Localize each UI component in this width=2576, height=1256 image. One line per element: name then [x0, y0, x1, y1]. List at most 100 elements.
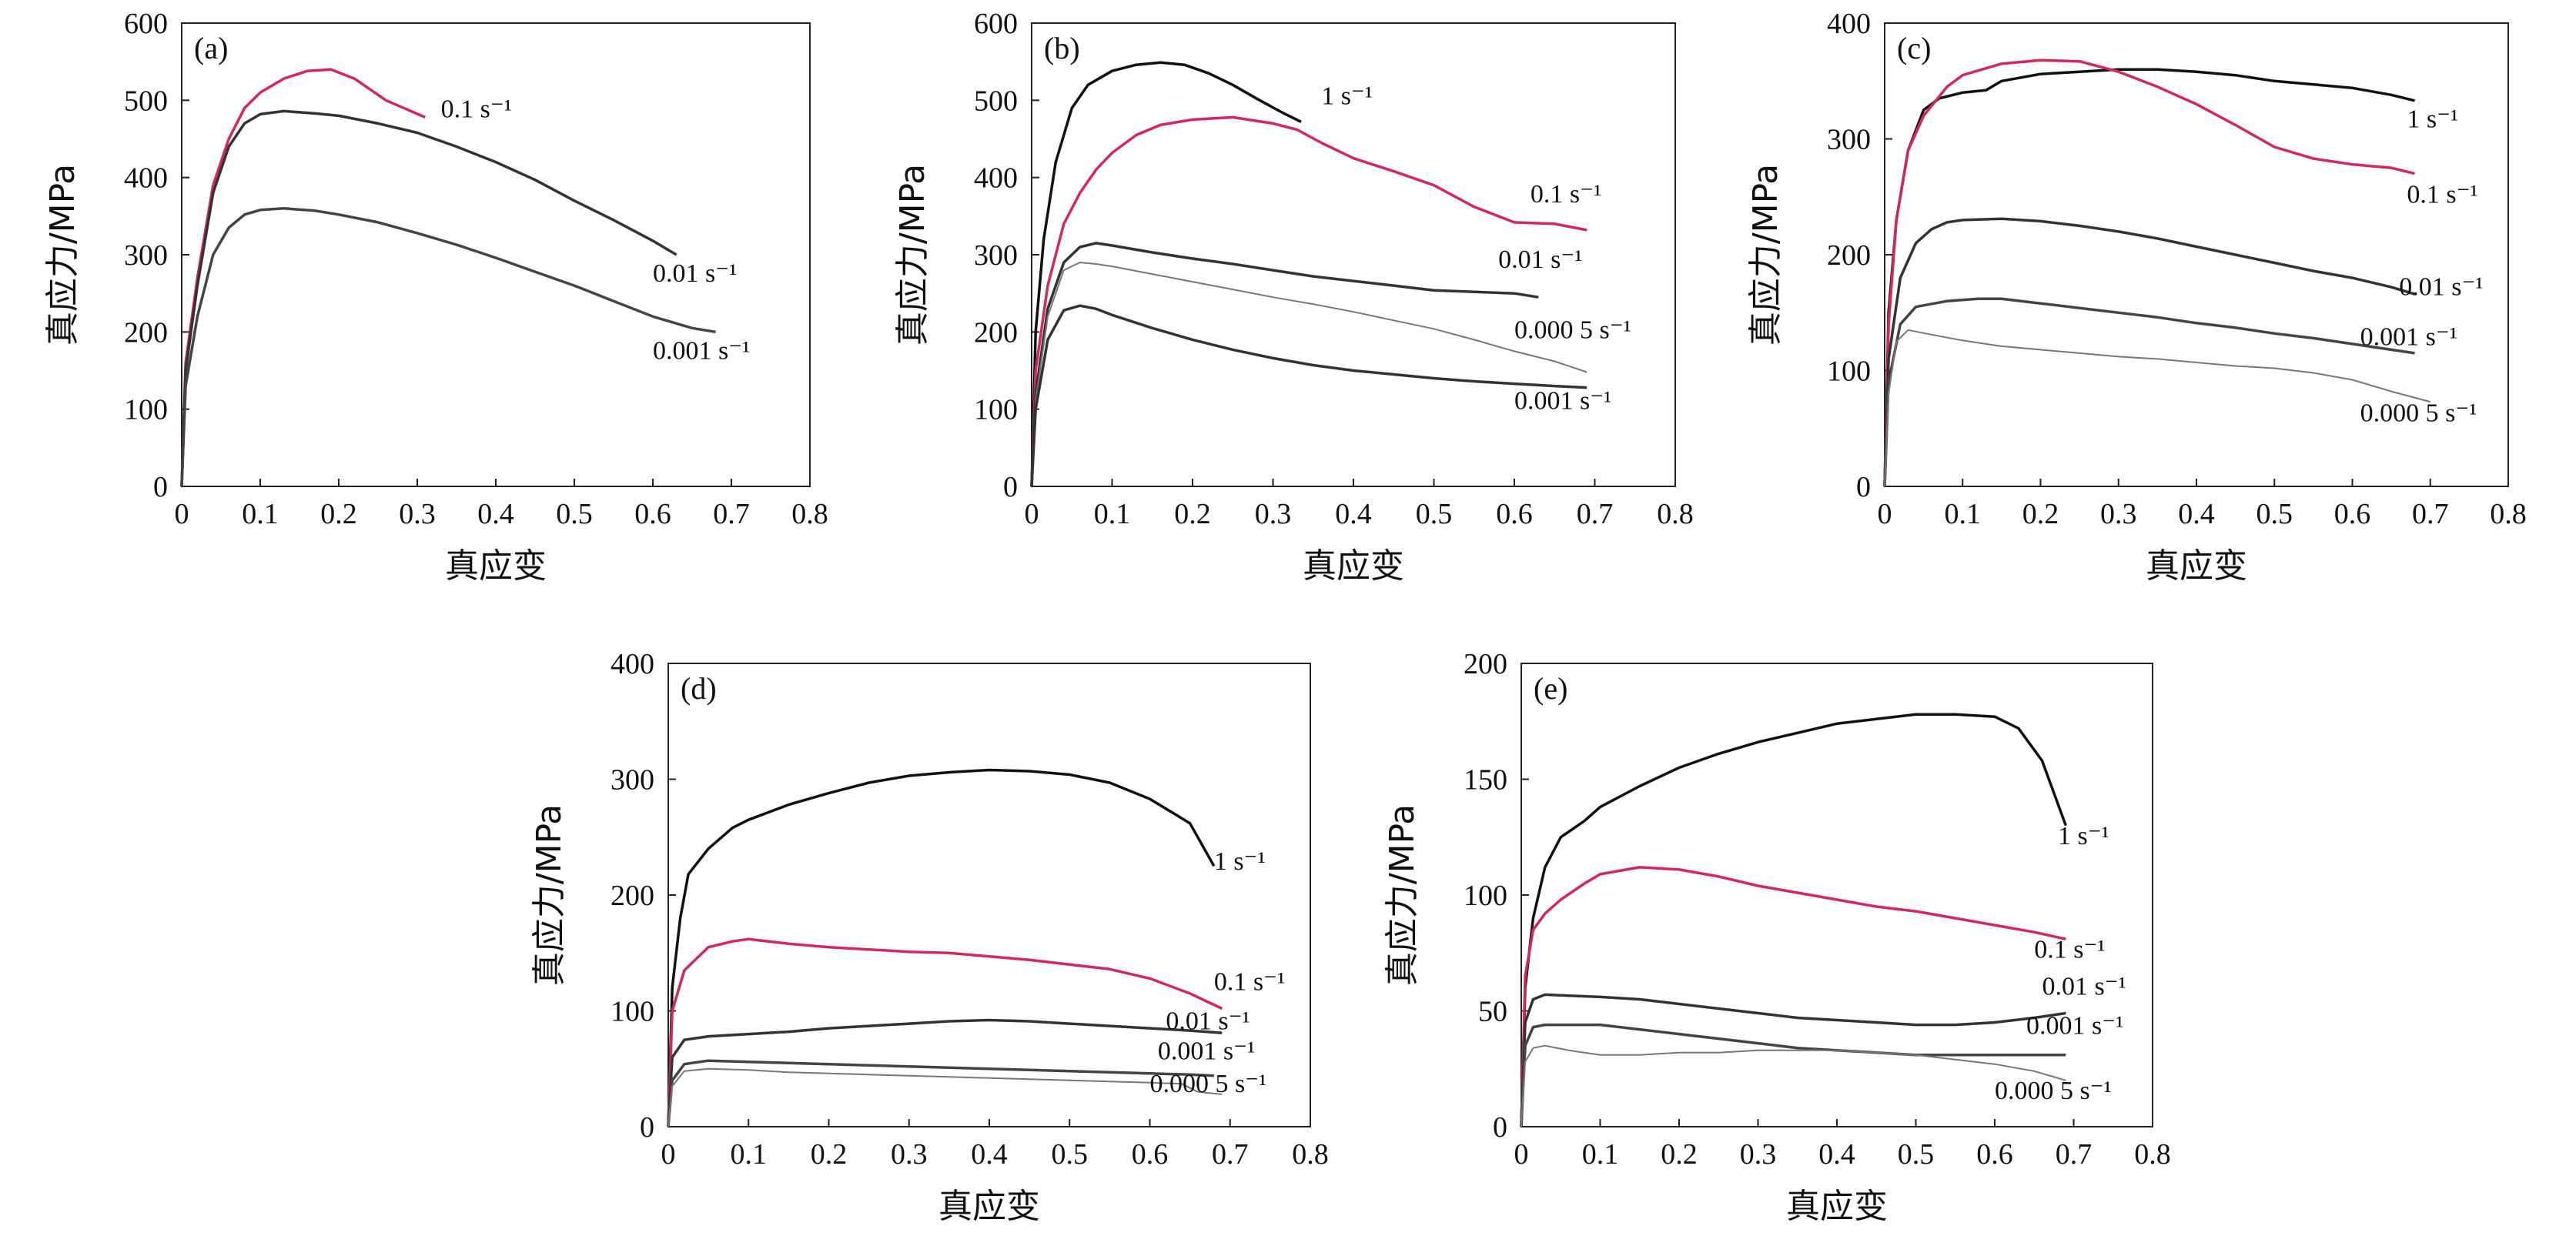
series-label: 0.1 s⁻¹: [1531, 180, 1601, 209]
panel-label: (a): [194, 31, 228, 65]
y-tick-label: 0: [1493, 1111, 1507, 1144]
y-tick-label: 400: [124, 162, 168, 195]
plot-frame: [1521, 663, 2153, 1127]
x-tick-label: 0: [175, 498, 189, 530]
y-tick-label: 200: [1827, 239, 1871, 272]
x-tick-label: 0.3: [891, 1138, 928, 1171]
series-line: [667, 1018, 1223, 1127]
panel-label: (d): [681, 671, 717, 706]
x-tick-label: 0.4: [1335, 498, 1372, 530]
x-tick-label: 0.6: [1976, 1138, 2013, 1171]
series-line: [180, 207, 716, 487]
series-label: 1 s⁻¹: [2058, 822, 2109, 850]
series-line: [667, 937, 1223, 1127]
series-line: [180, 109, 677, 487]
y-tick-label: 600: [124, 8, 168, 40]
x-axis-title: 真应变: [445, 546, 547, 586]
y-tick-label: 100: [974, 394, 1018, 426]
panel-label: (c): [1897, 31, 1931, 65]
series-label: 0.000 5 s⁻¹: [2360, 399, 2477, 428]
y-tick-label: 300: [974, 239, 1018, 272]
y-tick-label: 200: [1464, 648, 1507, 680]
x-tick-label: 0.6: [1132, 1138, 1169, 1171]
series-line: [1031, 262, 1587, 487]
x-tick-label: 0.2: [1174, 498, 1211, 530]
x-tick-label: 0.1: [1582, 1138, 1619, 1171]
x-tick-label: 0.3: [399, 498, 436, 530]
y-tick-label: 200: [974, 316, 1018, 349]
x-tick-label: 0.2: [320, 498, 357, 530]
x-tick-label: 0.7: [1212, 1138, 1249, 1171]
chart-panel: 0 0.1 0.2 0.3 0.4 0.5 0.6 0.7 0.8 0 100 200 300 400 (d…: [530, 648, 1329, 1226]
y-axis-title: 真应力/MPa: [1383, 804, 1422, 986]
y-axis-title: 真应力/MPa: [893, 164, 932, 346]
x-tick-label: 0.1: [1094, 498, 1131, 530]
x-tick-label: 0.7: [1577, 498, 1614, 530]
x-tick-label: 0.5: [556, 498, 593, 530]
y-tick-label: 600: [974, 8, 1018, 40]
x-tick-label: 0.1: [242, 498, 279, 530]
panel-label: (e): [1534, 671, 1567, 706]
x-tick-label: 0: [1878, 498, 1892, 530]
y-tick-label: 400: [611, 648, 654, 680]
x-tick-label: 0: [1025, 498, 1039, 530]
chart-panel: 0 0.1 0.2 0.3 0.4 0.5 0.6 0.7 0.8 0 100 200 300 400 (c…: [1746, 8, 2527, 586]
series-line: [1030, 115, 1587, 487]
x-tick-label: 0.6: [634, 498, 671, 530]
x-tick-label: 0.4: [2178, 498, 2215, 530]
x-tick-label: 0.2: [1661, 1138, 1698, 1171]
y-tick-label: 0: [1003, 471, 1018, 503]
x-tick-label: 0.6: [2334, 498, 2371, 530]
series-label: 0.01 s⁻¹: [653, 259, 737, 288]
x-tick-label: 0.7: [2056, 1138, 2093, 1171]
series-line: [1884, 329, 2431, 487]
chart-panel: 0 0.1 0.2 0.3 0.4 0.5 0.6 0.7 0.8 0 50 100 150 200 (e)…: [1383, 648, 2171, 1226]
series-label: 1 s⁻¹: [1214, 847, 1266, 876]
y-tick-label: 50: [1478, 996, 1507, 1028]
y-tick-label: 0: [153, 471, 168, 503]
series-line: [1883, 297, 2415, 487]
x-tick-label: 0.4: [477, 498, 514, 530]
plot-frame: [181, 22, 811, 487]
series-label: 0.1 s⁻¹: [1214, 967, 1285, 996]
chart-panel: 0 0.1 0.2 0.3 0.4 0.5 0.6 0.7 0.8 0 100 200 300 400 50…: [893, 8, 1694, 586]
x-axis-title: 真应变: [1303, 546, 1404, 586]
y-tick-label: 500: [974, 85, 1018, 117]
x-tick-label: 0.6: [1496, 498, 1533, 530]
series-label: 0.001 s⁻¹: [2026, 1012, 2123, 1041]
x-tick-label: 0.5: [1052, 1138, 1089, 1171]
series-line: [1030, 61, 1302, 487]
x-tick-label: 0.1: [731, 1138, 768, 1171]
y-tick-label: 100: [1464, 880, 1507, 912]
x-tick-label: 0.3: [1255, 498, 1292, 530]
panel-label: (b): [1044, 31, 1080, 65]
x-axis-title: 真应变: [938, 1187, 1040, 1226]
series-line: [667, 768, 1216, 1127]
y-tick-label: 200: [124, 316, 168, 349]
series-line: [1521, 1044, 2066, 1127]
series-label: 0.01 s⁻¹: [2042, 972, 2126, 1000]
y-tick-label: 100: [124, 394, 168, 426]
y-tick-label: 200: [611, 880, 654, 912]
x-tick-label: 0.8: [2134, 1138, 2171, 1171]
x-tick-label: 0.8: [791, 498, 828, 530]
x-tick-label: 0.2: [2022, 498, 2059, 530]
series-line: [1030, 242, 1539, 487]
y-tick-label: 100: [611, 996, 654, 1028]
series-label: 0.001 s⁻¹: [1514, 387, 1611, 416]
series-label: 1 s⁻¹: [1321, 82, 1373, 110]
series-line: [1520, 713, 2067, 1127]
series-label: 0.01 s⁻¹: [1498, 246, 1582, 274]
x-tick-label: 0.3: [1740, 1138, 1777, 1171]
x-tick-label: 0.3: [2100, 498, 2137, 530]
y-tick-label: 300: [124, 239, 168, 272]
x-tick-label: 0.1: [1945, 498, 1982, 530]
x-tick-label: 0.7: [713, 498, 750, 530]
series-line: [1520, 993, 2066, 1127]
y-axis-title: 真应力/MPa: [1746, 164, 1785, 346]
x-tick-label: 0.5: [1898, 1138, 1935, 1171]
x-tick-label: 0.5: [2257, 498, 2293, 530]
series-label: 0.000 5 s⁻¹: [1514, 316, 1631, 344]
series-label: 0.1 s⁻¹: [2034, 935, 2105, 964]
y-tick-label: 400: [1827, 8, 1871, 40]
